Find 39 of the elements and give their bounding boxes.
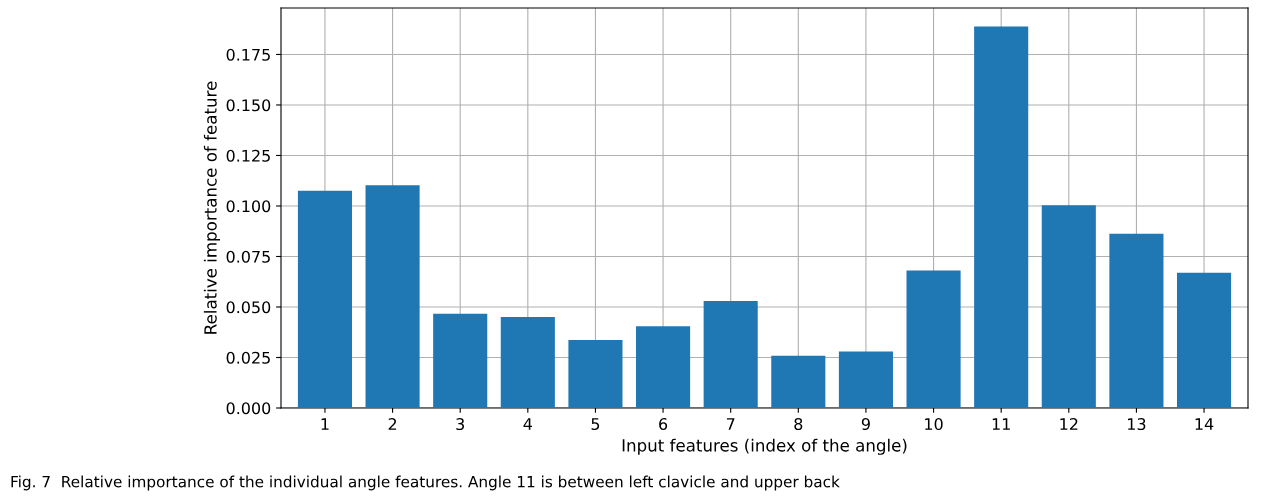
- y-tick-label: 0.125: [226, 149, 270, 162]
- caption: Fig. 7 Relative importance of the individual angle features. Angle 11 is between left clavicle and upper back: [11, 475, 840, 491]
- y-axis-title: Relative importance of feature: [203, 81, 220, 334]
- bar: [838, 351, 893, 408]
- x-tick-label: 11: [992, 418, 1010, 430]
- bar: [1177, 272, 1232, 408]
- bar: [1041, 205, 1096, 408]
- bar: [703, 300, 758, 408]
- x-tick-label: 14: [1195, 418, 1214, 430]
- y-tick-label: 0.050: [226, 301, 271, 314]
- x-tick-label: 2: [388, 418, 397, 430]
- x-tick-label: 5: [591, 418, 600, 431]
- bar: [433, 313, 488, 408]
- bar: [568, 339, 623, 408]
- x-tick-label: 12: [1060, 418, 1078, 430]
- x-axis-title: Input features (index of the angle): [622, 438, 907, 455]
- bar: [974, 26, 1029, 408]
- x-tick-label: 13: [1128, 418, 1146, 431]
- x-tick-label: 7: [726, 418, 735, 430]
- y-tick-label: 0.075: [226, 250, 270, 263]
- bar: [297, 190, 352, 408]
- x-tick-label: 6: [659, 418, 668, 431]
- x-tick-label: 10: [925, 418, 943, 431]
- bar: [636, 326, 691, 408]
- y-tick-label: 0.100: [226, 200, 271, 213]
- x-tick-label: 3: [456, 418, 464, 431]
- x-tick-label: 1: [321, 418, 329, 430]
- y-tick-label: 0.025: [226, 351, 270, 364]
- x-tick-label: 4: [523, 418, 533, 430]
- bar: [906, 270, 961, 408]
- bar: [1109, 233, 1164, 408]
- bar: [500, 316, 555, 408]
- x-tick-label: 9: [861, 418, 870, 431]
- x-tick-label: 8: [794, 418, 803, 431]
- bar: [365, 185, 420, 408]
- bar: [771, 355, 826, 408]
- y-tick-label: 0.175: [226, 48, 270, 61]
- y-tick-label: 0.000: [226, 402, 271, 415]
- y-tick-label: 0.150: [226, 99, 271, 112]
